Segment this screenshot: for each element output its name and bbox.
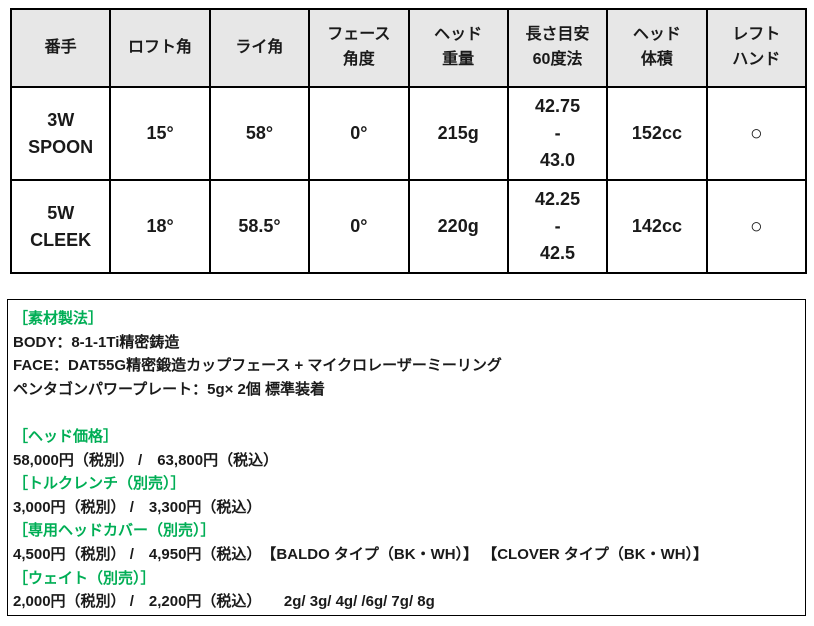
section-heading-head-price: ［ヘッド価格］ <box>13 427 119 445</box>
info-line-power-plate: ペンタゴンパワープレート：5g× 2個 標準装着 <box>13 380 326 398</box>
spec-table-header-row: 番手 ロフト角 ライ角 フェース 角度 ヘッド 重量 長さ目安 60度法 ヘッド… <box>9 8 808 88</box>
cell-face-angle: 0° <box>308 179 410 274</box>
section-heading-material: ［素材製法］ <box>13 310 104 327</box>
product-info-box: ［素材製法］ BODY：8-1-1Ti精密鋳造 FACE：DAT55G精密鍛造カ… <box>7 299 806 616</box>
cell-club: 5W CLEEK <box>9 179 112 274</box>
cell-head-volume: 152cc <box>606 86 708 181</box>
header-head-volume: ヘッド 体積 <box>606 8 708 88</box>
info-line-spacer <box>13 401 795 425</box>
info-line-body-material: BODY：8-1-1Ti精密鋳造 <box>13 333 180 351</box>
cell-length: 42.25 - 42.5 <box>506 179 609 274</box>
info-line-head-price: 58,000円（税別） / 63,800円（税込） <box>13 451 279 469</box>
header-loft-angle: ロフト角 <box>109 8 211 88</box>
section-heading-head-cover: ［専用ヘッドカバー（別売）］ <box>13 522 216 540</box>
info-line-head-cover-price: 4,500円（税別） / 4,950円（税込） 【BALDO タイプ（BK・WH… <box>13 545 709 563</box>
header-head-weight: ヘッド 重量 <box>407 8 509 88</box>
header-club: 番手 <box>9 8 112 88</box>
info-line-torque-wrench-price: 3,000円（税別） / 3,300円（税込） <box>13 498 262 516</box>
cell-head-volume: 142cc <box>606 179 708 274</box>
section-heading-weight: ［ウェイト（別売）］ <box>13 569 156 587</box>
spec-table: 番手 ロフト角 ライ角 フェース 角度 ヘッド 重量 長さ目安 60度法 ヘッド… <box>9 8 808 274</box>
cell-head-weight: 215g <box>407 86 509 181</box>
info-line-weight-price: 2,000円（税別） / 2,200円（税込） 2g/ 3g/ 4g/ /6g/… <box>13 593 435 611</box>
cell-face-angle: 0° <box>308 86 410 181</box>
info-line-face-material: FACE：DAT55G精密鍛造カップフェース + マイクロレーザーミーリング <box>13 357 502 375</box>
header-lie-angle: ライ角 <box>208 8 311 88</box>
cell-lie: 58.5° <box>208 179 311 274</box>
header-face-angle: フェース 角度 <box>308 8 410 88</box>
cell-loft: 15° <box>109 86 211 181</box>
header-length-guide: 長さ目安 60度法 <box>506 8 609 88</box>
cell-length: 42.75 - 43.0 <box>506 86 609 181</box>
cell-lie: 58° <box>208 86 311 181</box>
header-left-hand: レフト ハンド <box>705 8 808 88</box>
cell-left-hand-available: ○ <box>705 179 808 274</box>
cell-left-hand-available: ○ <box>705 86 808 181</box>
cell-loft: 18° <box>109 179 211 274</box>
section-heading-torque-wrench: ［トルクレンチ（別売）］ <box>13 475 186 493</box>
cell-club: 3W SPOON <box>9 86 112 181</box>
spec-row-5w: 5W CLEEK 18° 58.5° 0° 220g 42.25 - 42.5 … <box>9 179 808 274</box>
spec-row-3w: 3W SPOON 15° 58° 0° 215g 42.75 - 43.0 15… <box>9 86 808 181</box>
cell-head-weight: 220g <box>407 179 509 274</box>
